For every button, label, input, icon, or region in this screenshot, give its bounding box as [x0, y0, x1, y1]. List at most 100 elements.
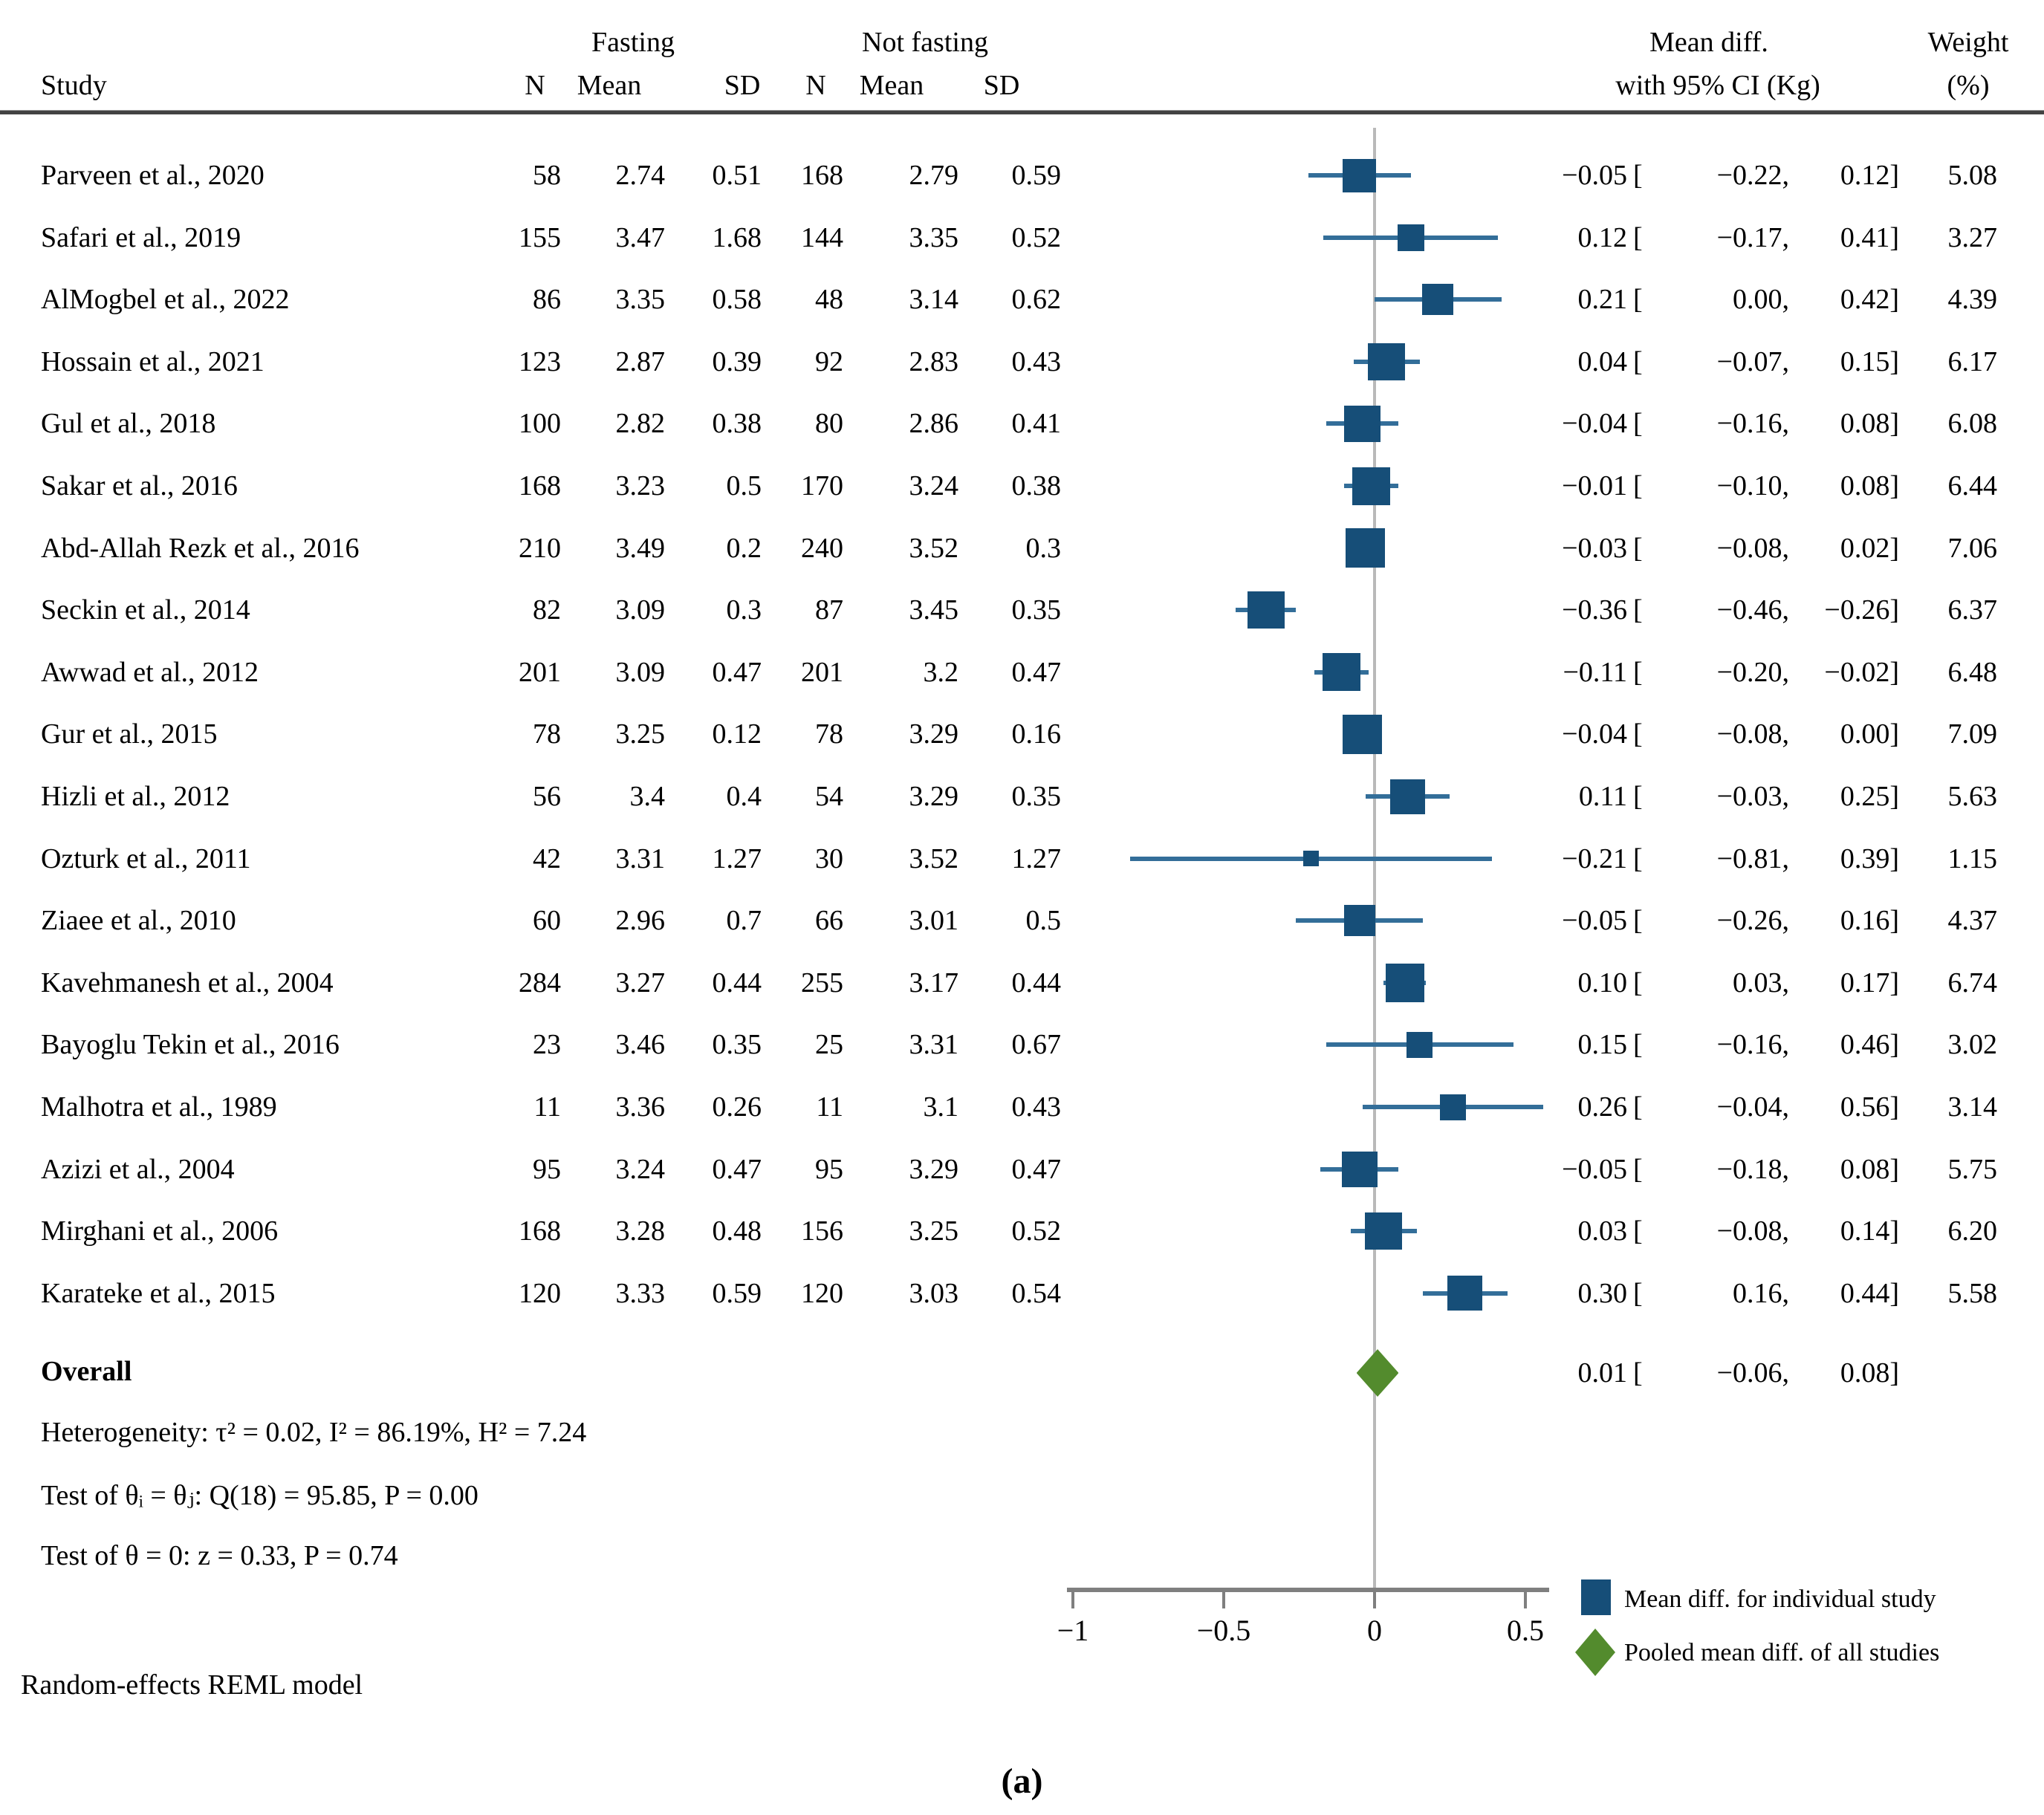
notfasting-sd: 0.5	[1025, 905, 1062, 936]
axis-tick	[1222, 1592, 1225, 1608]
study-bracket-open: [	[1633, 1091, 1643, 1123]
overall-ci-high: 0.08]	[1840, 1357, 1899, 1389]
fasting-mean: 3.23	[615, 470, 666, 501]
fasting-sd: 0.59	[712, 1278, 762, 1309]
notfasting-sd: 0.38	[1011, 470, 1062, 501]
notfasting-mean: 3.29	[909, 718, 959, 750]
study-ci-high: 0.16]	[1840, 905, 1899, 936]
effect-square	[1343, 715, 1382, 754]
notfasting-sd: 0.59	[1011, 160, 1062, 191]
notfasting-sd: 0.47	[1011, 657, 1062, 688]
study-weight: 5.58	[1947, 1278, 1998, 1309]
study-bracket-open: [	[1633, 284, 1643, 315]
study-estimate: 0.21	[1577, 284, 1628, 315]
study-name: Kavehmanesh et al., 2004	[41, 967, 334, 999]
overall-estimate: 0.01	[1577, 1357, 1628, 1389]
fasting-sd: 0.2	[726, 533, 762, 564]
study-estimate: −0.04	[1562, 718, 1627, 750]
study-name: AlMogbel et al., 2022	[41, 284, 290, 315]
study-ci-high: 0.08]	[1840, 408, 1899, 439]
legend-diamond-marker	[1575, 1629, 1615, 1676]
effect-square	[1368, 343, 1405, 380]
axis-tick-label: 0.5	[1507, 1614, 1544, 1647]
fasting-sd: 0.51	[712, 160, 762, 191]
overall-label: Overall	[41, 1356, 132, 1387]
notfasting-n: 120	[801, 1278, 843, 1309]
effect-square	[1344, 406, 1380, 442]
notfasting-sd: 0.3	[1025, 533, 1062, 564]
study-name: Awwad et al., 2012	[41, 657, 259, 688]
fasting-sd: 0.7	[726, 905, 762, 936]
study-bracket-open: [	[1633, 781, 1643, 812]
fasting-mean: 3.46	[615, 1029, 666, 1060]
fasting-mean: 3.33	[615, 1278, 666, 1309]
notfasting-n: 87	[815, 594, 843, 626]
notfasting-sd: 1.27	[1011, 843, 1062, 874]
fasting-n: 120	[519, 1278, 561, 1309]
notfasting-mean: 3.29	[909, 1154, 959, 1185]
fasting-mean: 3.24	[615, 1154, 666, 1185]
notfasting-mean: 3.52	[909, 843, 959, 874]
fasting-mean: 2.96	[615, 905, 666, 936]
study-ci-high: 0.14]	[1840, 1215, 1899, 1247]
fasting-mean: 3.47	[615, 222, 666, 253]
notfasting-n: 25	[815, 1029, 843, 1060]
fasting-sd: 0.38	[712, 408, 762, 439]
fasting-sd: 0.3	[726, 594, 762, 626]
test-of-theta-q: Test of θᵢ = θⱼ: Q(18) = 95.85, P = 0.00	[41, 1480, 478, 1511]
legend-item-individual: Mean diff. for individual study	[1624, 1585, 1936, 1613]
study-name: Safari et al., 2019	[41, 222, 241, 253]
study-ci-low: −0.10,	[1716, 470, 1789, 501]
notfasting-sd: 0.43	[1011, 1091, 1062, 1123]
effect-square	[1440, 1094, 1466, 1120]
column-header-n-notfasting: N	[805, 70, 826, 101]
study-bracket-open: [	[1633, 1029, 1643, 1060]
study-ci-low: −0.17,	[1716, 222, 1789, 253]
study-weight: 5.63	[1947, 781, 1998, 812]
fasting-mean: 2.87	[615, 346, 666, 377]
notfasting-n: 11	[816, 1091, 843, 1123]
study-estimate: −0.05	[1562, 1154, 1627, 1185]
study-ci-low: 0.16,	[1733, 1278, 1789, 1309]
study-ci-low: −0.18,	[1716, 1154, 1789, 1185]
notfasting-sd: 0.41	[1011, 408, 1062, 439]
notfasting-sd: 0.43	[1011, 346, 1062, 377]
fasting-sd: 0.47	[712, 1154, 762, 1185]
effect-square	[1390, 779, 1425, 814]
fasting-sd: 0.39	[712, 346, 762, 377]
fasting-sd: 0.4	[726, 781, 762, 812]
notfasting-sd: 0.54	[1011, 1278, 1062, 1309]
effect-square	[1303, 851, 1319, 866]
fasting-n: 168	[519, 1215, 561, 1247]
notfasting-mean: 3.1	[923, 1091, 959, 1123]
fasting-n: 56	[533, 781, 561, 812]
column-header-sd-fasting: SD	[724, 70, 761, 101]
model-note: Random-effects REML model	[21, 1669, 363, 1701]
study-ci-high: 0.17]	[1840, 967, 1899, 999]
notfasting-n: 30	[815, 843, 843, 874]
fasting-sd: 0.26	[712, 1091, 762, 1123]
legend-item-pooled: Pooled mean diff. of all studies	[1624, 1639, 1940, 1666]
test-of-theta-z: Test of θ = 0: z = 0.33, P = 0.74	[41, 1540, 398, 1571]
effect-square	[1342, 1152, 1378, 1187]
notfasting-mean: 3.24	[909, 470, 959, 501]
notfasting-mean: 3.31	[909, 1029, 959, 1060]
study-estimate: 0.12	[1577, 222, 1628, 253]
study-weight: 4.37	[1947, 905, 1998, 936]
study-ci-high: 0.00]	[1840, 718, 1899, 750]
notfasting-mean: 2.86	[909, 408, 959, 439]
notfasting-n: 168	[801, 160, 843, 191]
notfasting-n: 80	[815, 408, 843, 439]
study-estimate: −0.05	[1562, 160, 1627, 191]
study-ci-high: 0.44]	[1840, 1278, 1899, 1309]
study-weight: 6.17	[1947, 346, 1998, 377]
study-weight: 6.20	[1947, 1215, 1998, 1247]
effect-square	[1248, 591, 1285, 629]
study-ci-low: −0.04,	[1716, 1091, 1789, 1123]
study-bracket-open: [	[1633, 718, 1643, 750]
study-ci-high: 0.46]	[1840, 1029, 1899, 1060]
notfasting-mean: 3.01	[909, 905, 959, 936]
weight-header-line1: Weight	[1927, 27, 2009, 58]
notfasting-mean: 3.29	[909, 781, 959, 812]
fasting-n: 23	[533, 1029, 561, 1060]
